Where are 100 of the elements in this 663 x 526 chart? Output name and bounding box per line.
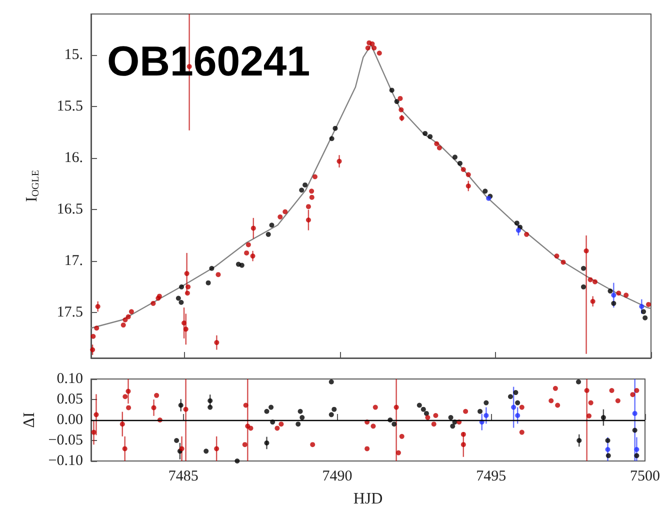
point xyxy=(370,41,375,46)
point xyxy=(519,430,524,435)
point xyxy=(580,284,586,290)
point xyxy=(329,136,334,142)
point xyxy=(248,426,254,431)
point xyxy=(428,134,433,140)
point xyxy=(611,292,616,298)
point xyxy=(264,440,270,446)
point xyxy=(269,222,274,228)
point xyxy=(433,412,438,418)
point xyxy=(632,428,638,433)
point xyxy=(90,347,96,352)
point xyxy=(588,277,593,282)
point xyxy=(179,284,184,290)
point xyxy=(389,88,394,93)
point xyxy=(126,405,132,410)
point xyxy=(128,309,134,314)
point xyxy=(548,398,554,404)
point xyxy=(434,141,440,146)
point xyxy=(398,107,404,112)
point xyxy=(624,292,629,298)
point xyxy=(580,266,586,271)
point xyxy=(208,404,213,410)
point xyxy=(214,340,220,346)
point xyxy=(511,404,516,410)
point xyxy=(243,402,248,408)
point xyxy=(460,442,466,448)
point xyxy=(183,326,188,332)
point xyxy=(182,320,187,326)
point xyxy=(606,453,611,458)
point xyxy=(310,442,316,448)
point xyxy=(216,272,221,278)
point xyxy=(519,404,524,410)
x-tick-label: 7495 xyxy=(476,468,506,484)
point xyxy=(398,96,403,101)
point xyxy=(206,280,211,286)
point xyxy=(178,300,184,305)
point xyxy=(332,126,338,131)
point xyxy=(448,415,454,420)
y-tick-label: 17.5 xyxy=(56,304,83,321)
point xyxy=(463,408,468,414)
x-tick-label: 7500 xyxy=(630,468,660,484)
point xyxy=(242,442,248,448)
point xyxy=(609,388,614,393)
point xyxy=(608,288,613,294)
y-tick-label: −0.10 xyxy=(48,453,83,469)
point xyxy=(396,450,401,456)
point xyxy=(516,228,521,233)
y-tick-label: 15. xyxy=(64,47,83,64)
point xyxy=(420,406,426,412)
point xyxy=(634,388,640,393)
point xyxy=(184,290,190,296)
point xyxy=(399,434,404,439)
point xyxy=(183,406,188,412)
point xyxy=(482,188,488,194)
point xyxy=(126,388,131,394)
y-axis-title: ΔI xyxy=(20,412,38,428)
y-tick-label: −0.05 xyxy=(48,432,83,448)
point xyxy=(576,379,582,384)
point xyxy=(605,447,610,452)
point xyxy=(336,158,342,164)
point xyxy=(370,424,376,429)
point xyxy=(174,438,180,443)
point xyxy=(178,402,184,408)
point xyxy=(639,304,644,309)
point xyxy=(592,279,598,284)
point xyxy=(300,415,305,420)
point xyxy=(309,188,314,194)
point xyxy=(234,458,240,464)
y-tick-label: 16.5 xyxy=(56,202,83,218)
point xyxy=(274,426,280,431)
point xyxy=(264,408,270,414)
point xyxy=(91,430,96,435)
point xyxy=(424,410,429,416)
point xyxy=(296,422,301,427)
y-tick-label: 17. xyxy=(64,253,83,270)
point xyxy=(266,232,271,237)
point xyxy=(150,300,156,306)
point xyxy=(425,415,430,420)
point xyxy=(422,130,428,136)
point xyxy=(120,422,125,427)
point xyxy=(590,298,596,304)
point xyxy=(299,188,304,193)
y-tick-label: 16. xyxy=(64,150,83,166)
point xyxy=(365,45,370,50)
point xyxy=(484,412,489,418)
point xyxy=(282,209,288,214)
point xyxy=(372,45,377,50)
point xyxy=(478,408,483,414)
point xyxy=(94,412,99,418)
point xyxy=(176,296,181,301)
point xyxy=(208,398,213,404)
point xyxy=(122,446,128,452)
x-tick-label: 7490 xyxy=(322,468,352,484)
y-tick-label: 0.05 xyxy=(56,392,83,408)
point xyxy=(94,326,100,331)
point xyxy=(298,408,303,414)
point xyxy=(554,254,560,259)
point xyxy=(630,392,636,398)
point xyxy=(584,388,590,393)
